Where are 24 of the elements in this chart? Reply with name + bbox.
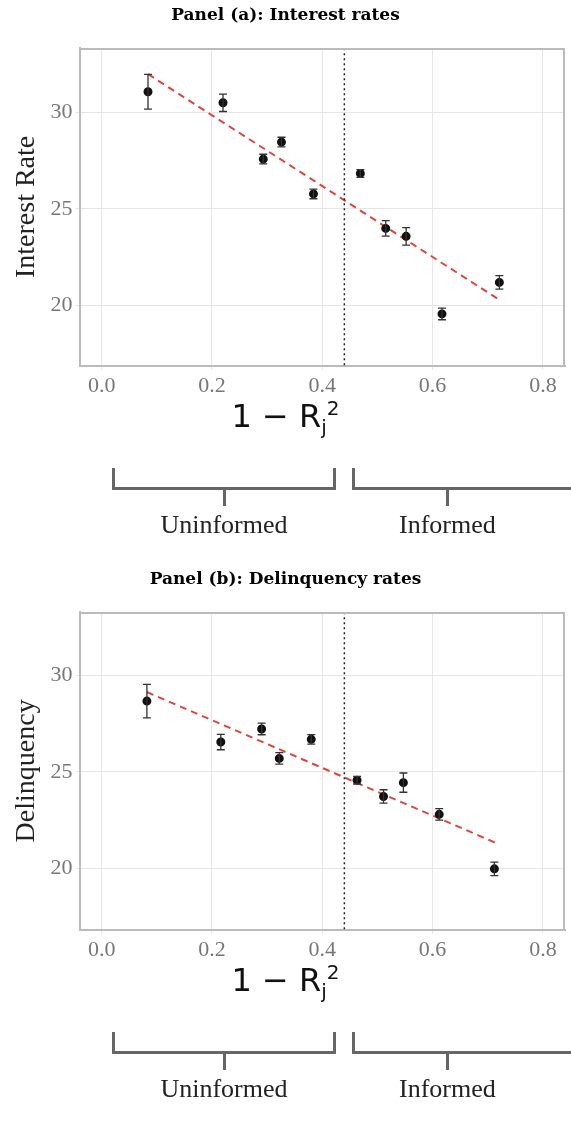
y-tick-label: 25 — [50, 194, 73, 220]
y-tick-label: 30 — [50, 97, 73, 123]
text: Informed — [398, 1074, 496, 1104]
text: Informed — [398, 510, 496, 540]
x-tick-label: 0.4 — [308, 371, 337, 397]
x-tick-label: 0.6 — [418, 371, 447, 397]
x-tick-label: 0.0 — [87, 371, 116, 397]
x-tick-label: 0.0 — [87, 935, 116, 961]
y-axis-title: Interest Rate — [9, 135, 41, 279]
chart-title: Panel (a): Interest rates — [170, 4, 401, 24]
x-tick-label: 0.2 — [198, 371, 226, 397]
chart-title: Panel (b): Delinquency rates — [148, 568, 423, 588]
y-tick-label: 30 — [50, 661, 73, 687]
x-tick-label: 0.6 — [418, 935, 447, 961]
y-tick-label: 25 — [50, 757, 73, 783]
x-tick-label: 0.2 — [198, 935, 226, 961]
text: Uninformed — [160, 510, 288, 540]
x-tick-label: 0.8 — [529, 371, 557, 397]
text: Uninformed — [160, 1074, 288, 1104]
x-tick-label: 0.8 — [529, 935, 557, 961]
x-tick-label: 0.4 — [308, 935, 337, 961]
y-tick-label: 20 — [50, 853, 73, 879]
y-tick-label: 20 — [50, 291, 73, 317]
y-axis-title: Delinquency — [9, 699, 41, 843]
